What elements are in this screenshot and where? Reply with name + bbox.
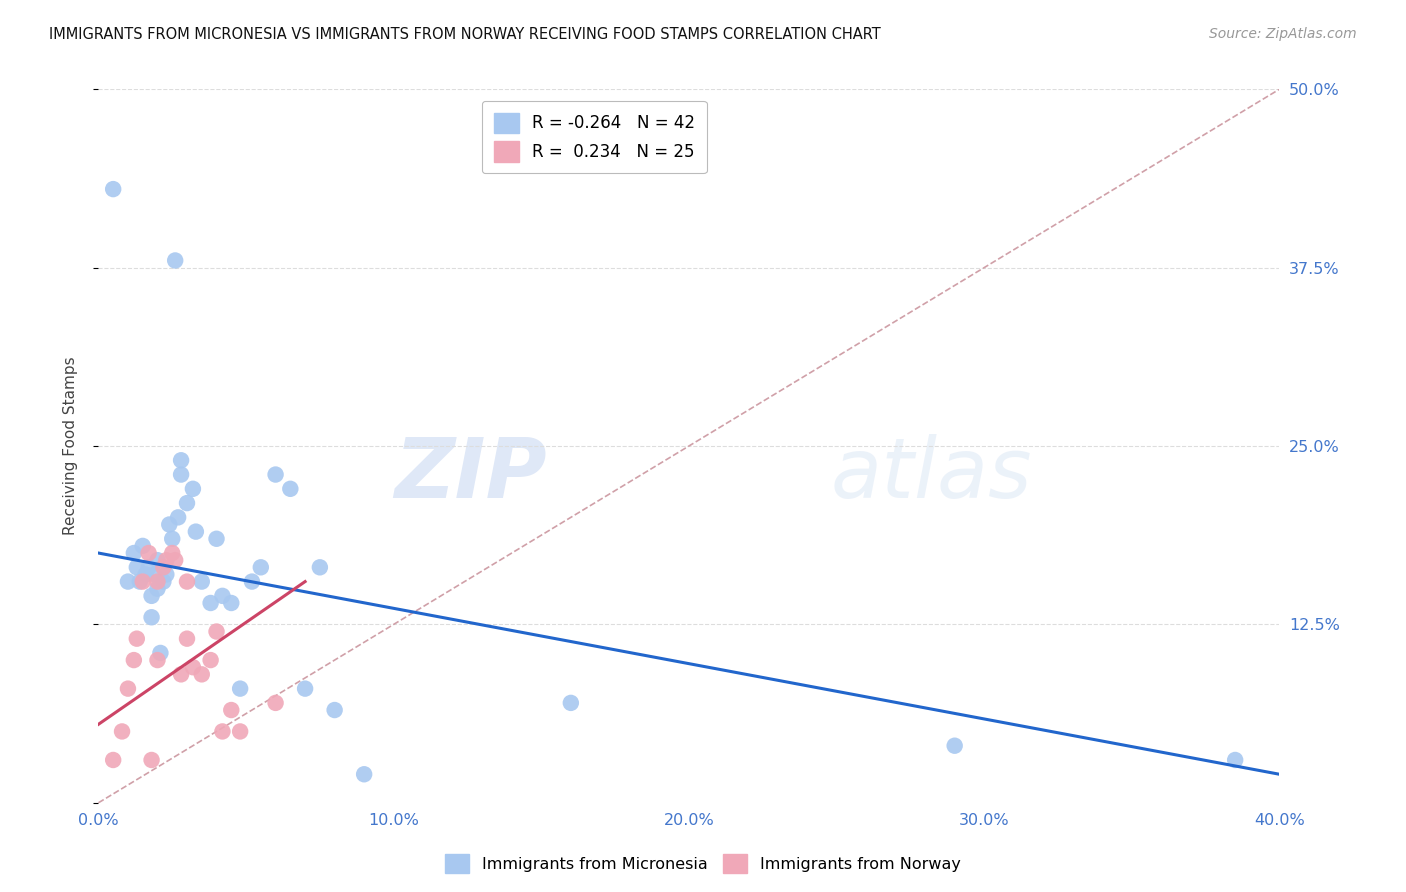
Point [294,681,316,696]
Point [943,739,966,753]
Point [250,560,273,574]
Point [211,589,233,603]
Point [200,596,222,610]
Point [191,574,214,589]
Point [167,510,190,524]
Point [111,724,134,739]
Point [200,653,222,667]
Point [125,632,148,646]
Point [132,539,155,553]
Point [184,524,207,539]
Point [170,453,193,467]
Point [146,574,169,589]
Point [162,546,183,560]
Point [146,553,169,567]
Point [309,560,332,574]
Text: atlas: atlas [831,434,1032,515]
Legend: Immigrants from Micronesia, Immigrants from Norway: Immigrants from Micronesia, Immigrants f… [439,847,967,880]
Point [155,553,177,567]
Point [128,574,150,589]
Point [135,567,157,582]
Point [117,681,139,696]
Point [323,703,346,717]
Point [280,482,302,496]
Point [152,574,174,589]
Point [141,753,163,767]
Point [229,681,252,696]
Point [176,496,198,510]
Point [152,560,174,574]
Point [181,660,204,674]
Point [205,532,228,546]
Point [165,553,187,567]
Point [191,667,214,681]
Point [165,253,187,268]
Point [176,574,198,589]
Point [132,574,155,589]
Point [141,589,163,603]
Point [122,546,145,560]
Point [155,567,177,582]
Point [138,546,160,560]
Point [240,574,263,589]
Text: Source: ZipAtlas.com: Source: ZipAtlas.com [1209,27,1357,41]
Point [221,703,243,717]
Point [146,582,169,596]
Point [264,696,287,710]
Point [103,753,125,767]
Point [205,624,228,639]
Point [146,653,169,667]
Point [122,653,145,667]
Point [157,517,180,532]
Point [176,632,198,646]
Point [353,767,375,781]
Point [138,560,160,574]
Point [264,467,287,482]
Point [1225,753,1247,767]
Y-axis label: Receiving Food Stamps: Receiving Food Stamps [63,357,77,535]
Legend: R = -0.264   N = 42, R =  0.234   N = 25: R = -0.264 N = 42, R = 0.234 N = 25 [482,101,707,173]
Point [170,467,193,482]
Point [143,567,166,582]
Text: IMMIGRANTS FROM MICRONESIA VS IMMIGRANTS FROM NORWAY RECEIVING FOOD STAMPS CORRE: IMMIGRANTS FROM MICRONESIA VS IMMIGRANTS… [49,27,882,42]
Point [125,560,148,574]
Point [560,696,582,710]
Point [149,646,172,660]
Point [229,724,252,739]
Point [103,182,125,196]
Text: ZIP: ZIP [395,434,547,515]
Point [141,610,163,624]
Point [170,667,193,681]
Point [211,724,233,739]
Point [162,532,183,546]
Point [221,596,243,610]
Point [117,574,139,589]
Point [181,482,204,496]
